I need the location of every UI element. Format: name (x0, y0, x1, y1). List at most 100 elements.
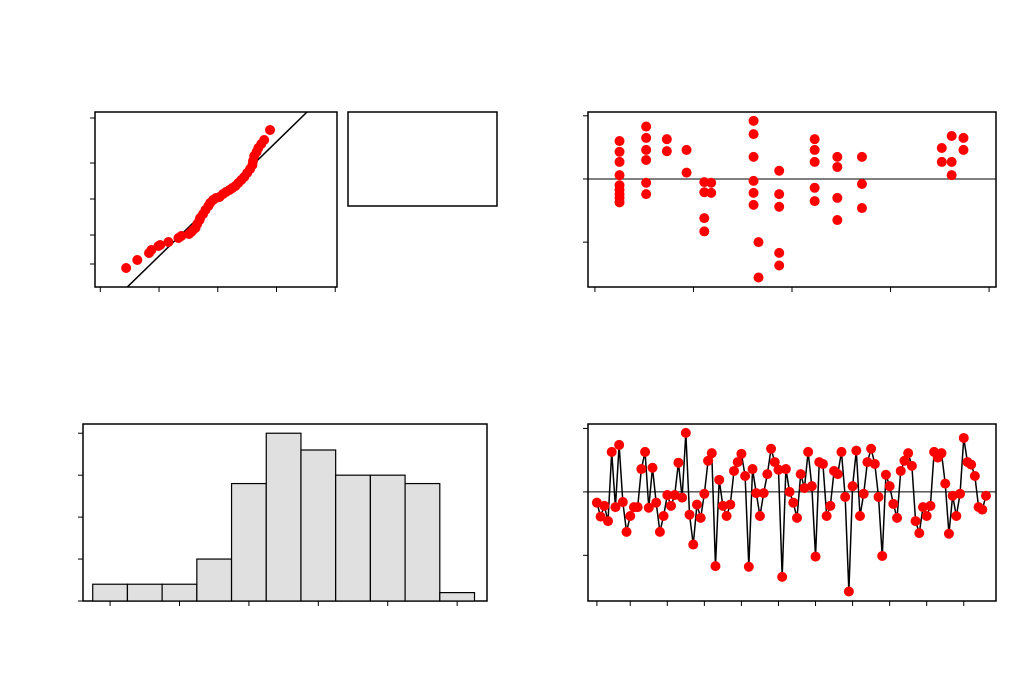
point (748, 129, 759, 140)
point (899, 455, 910, 466)
point (643, 502, 654, 513)
point (666, 500, 677, 511)
point (858, 488, 869, 499)
point (647, 462, 658, 473)
point (892, 512, 903, 523)
point (677, 492, 688, 503)
point (636, 464, 647, 475)
point (832, 215, 843, 226)
point (703, 455, 714, 466)
point (163, 237, 174, 247)
histogram-bar (369, 474, 406, 602)
point (774, 247, 785, 258)
point (688, 539, 699, 550)
point (603, 516, 614, 527)
point (632, 502, 643, 513)
point (766, 443, 777, 454)
histogram-bar (335, 474, 371, 602)
point (610, 502, 621, 513)
point (936, 156, 947, 167)
point (758, 488, 769, 499)
panel (78, 423, 488, 606)
point (699, 226, 710, 237)
point (936, 448, 947, 459)
point (910, 516, 921, 527)
point (753, 272, 764, 283)
point (614, 136, 625, 147)
histogram-bar (196, 558, 233, 602)
point (673, 457, 684, 468)
point (721, 510, 732, 521)
histogram-bar (439, 592, 476, 602)
point (641, 132, 652, 143)
point (784, 486, 795, 497)
point (946, 156, 957, 167)
point (851, 445, 862, 456)
point (717, 500, 728, 511)
point (855, 510, 865, 521)
point (788, 497, 799, 508)
point (132, 255, 143, 265)
point (614, 197, 625, 208)
point (803, 446, 814, 457)
point (748, 151, 759, 162)
point (725, 499, 736, 510)
point (265, 125, 276, 135)
point (748, 115, 759, 126)
point (699, 488, 710, 499)
point (614, 156, 625, 167)
point (754, 510, 765, 521)
point (873, 491, 884, 502)
point (951, 510, 962, 521)
point (658, 510, 669, 521)
histogram-bar (265, 432, 302, 602)
point (866, 443, 877, 454)
point (748, 199, 759, 210)
point (869, 458, 880, 469)
point (832, 192, 843, 203)
point (946, 170, 957, 181)
point (691, 499, 702, 510)
point (832, 469, 843, 480)
point (795, 469, 806, 480)
point (903, 448, 914, 459)
histogram-bar (300, 449, 337, 602)
point (856, 151, 867, 162)
point (792, 512, 803, 523)
point (621, 526, 632, 537)
point (259, 135, 270, 145)
point (880, 469, 891, 480)
point (706, 448, 717, 459)
point (936, 143, 947, 154)
point (958, 144, 969, 155)
point (641, 189, 652, 200)
point (740, 471, 751, 482)
point (917, 502, 928, 513)
point (617, 497, 628, 508)
point (681, 167, 692, 178)
point (606, 446, 617, 457)
series-line (596, 432, 987, 592)
point (729, 465, 740, 476)
point (743, 561, 754, 572)
point (748, 187, 759, 198)
point (825, 500, 836, 511)
point (747, 464, 758, 475)
point (774, 201, 785, 212)
point (714, 474, 725, 485)
point (595, 511, 606, 522)
panel (583, 111, 997, 292)
point (680, 427, 691, 438)
point (753, 237, 764, 248)
point (809, 144, 820, 155)
point (640, 446, 651, 457)
point (821, 510, 832, 521)
point (958, 432, 969, 443)
point (614, 439, 625, 450)
point (706, 187, 717, 198)
point (706, 177, 717, 188)
point (921, 510, 932, 521)
histogram-bar (92, 583, 129, 602)
point (651, 497, 662, 508)
